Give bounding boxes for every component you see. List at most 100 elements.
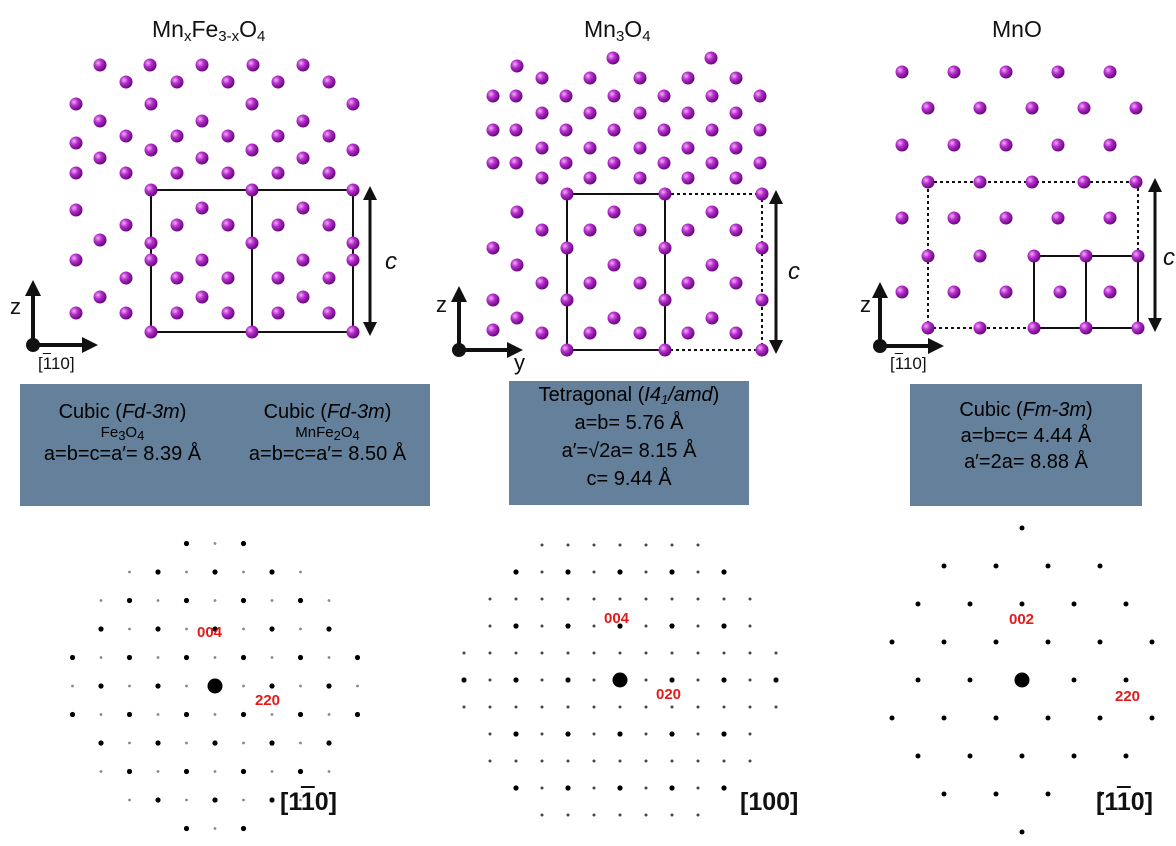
diffraction-spot <box>669 785 675 791</box>
diffraction-spot <box>126 654 133 661</box>
diffraction-spot <box>327 770 331 773</box>
atom <box>1131 321 1145 335</box>
mnfe2o4-info: Cubic (Fd-3m) MnFe2O4 a=b=c=a′= 8.50 Å <box>248 401 407 465</box>
diffraction-spot <box>326 683 332 689</box>
diffraction-spot <box>540 759 544 763</box>
diffraction-spot <box>774 705 778 709</box>
diffraction-spot <box>213 827 217 830</box>
diffraction-spot <box>617 785 623 791</box>
diffraction-spot <box>565 677 571 683</box>
diffraction-spot <box>670 651 674 655</box>
diffraction-spot <box>299 627 302 631</box>
atom <box>583 141 597 155</box>
coordinate-axes-panel3 <box>872 282 944 354</box>
diffraction-spot <box>592 651 596 655</box>
atom <box>535 71 549 85</box>
reflection-label-220-panel3: 220 <box>1115 688 1141 705</box>
z-axis-label-panel3: z <box>860 292 871 317</box>
atom <box>633 106 647 120</box>
reflection-label-004-panel2: 004 <box>604 610 630 627</box>
atom <box>895 285 909 299</box>
diffraction-spot <box>941 639 947 645</box>
atom <box>560 241 574 255</box>
diffraction-spot <box>889 715 895 721</box>
atom <box>221 75 235 89</box>
atom <box>69 166 83 180</box>
diffraction-spot <box>99 770 103 773</box>
diffraction-spot <box>644 624 648 628</box>
atom <box>271 75 285 89</box>
atom <box>510 311 524 325</box>
diffraction-spot <box>540 570 544 574</box>
diffraction-spot <box>1149 639 1155 645</box>
diffraction-spot <box>327 656 331 659</box>
atom <box>195 151 209 165</box>
coordinate-axes-panel2 <box>451 286 523 358</box>
atom <box>346 143 360 157</box>
diffraction-spot <box>696 597 700 601</box>
diffraction-spot <box>592 759 596 763</box>
atom <box>729 106 743 120</box>
diffraction-spot <box>618 597 622 601</box>
atom <box>681 171 695 185</box>
atom <box>170 166 184 180</box>
diffraction-spot <box>299 570 302 574</box>
diffraction-spot <box>696 759 700 763</box>
diffraction-spot <box>565 785 571 791</box>
diffraction-spot <box>69 654 76 661</box>
diffraction-spot <box>915 601 921 607</box>
diffraction-spot <box>327 713 331 716</box>
atom <box>170 75 184 89</box>
atom <box>753 89 767 103</box>
unit-cell-outline-mn3o4 <box>566 193 666 351</box>
diffraction-spot <box>618 651 622 655</box>
diffraction-spot <box>670 543 674 547</box>
atom <box>69 253 83 267</box>
diffraction-spot <box>941 791 947 797</box>
atom <box>559 156 573 170</box>
panel2-title: Mn3O4 <box>584 16 651 45</box>
atom <box>559 89 573 103</box>
atom <box>195 201 209 215</box>
atom <box>895 65 909 79</box>
diffraction-spot <box>514 705 518 709</box>
diffraction-spot <box>462 651 466 655</box>
diffraction-spot <box>721 677 727 683</box>
atom <box>705 89 719 103</box>
atom <box>633 141 647 155</box>
diffraction-spot <box>540 786 544 790</box>
zone-axis-label-panel1: [110] <box>280 788 337 816</box>
atom <box>271 306 285 320</box>
atom <box>657 89 671 103</box>
diffraction-spot <box>993 715 999 721</box>
diffraction-spot <box>98 683 104 689</box>
atom <box>1051 65 1065 79</box>
diffraction-spot <box>592 705 596 709</box>
atom <box>170 129 184 143</box>
diffraction-spot <box>565 569 571 575</box>
atom <box>559 123 573 137</box>
diffraction-spot <box>99 656 103 659</box>
atom <box>999 138 1013 152</box>
diffraction-spot <box>242 627 245 631</box>
diffraction-spot <box>566 759 570 763</box>
z-axis-label-panel1: z <box>10 294 21 319</box>
mno-line3: a′=2a= 8.88 Å <box>964 451 1088 473</box>
atom <box>322 166 336 180</box>
atom <box>144 183 158 197</box>
atom <box>633 171 647 185</box>
atom <box>973 249 987 263</box>
diffraction-spot <box>748 624 752 628</box>
atom <box>921 321 935 335</box>
diffraction-spot <box>213 770 217 773</box>
c-label-panel3: c <box>1163 244 1175 271</box>
diffraction-spot <box>155 626 161 632</box>
diffraction-spot <box>354 711 361 718</box>
atom <box>535 171 549 185</box>
diffraction-spot <box>644 705 648 709</box>
atom <box>704 51 718 65</box>
atom <box>729 276 743 290</box>
atom <box>245 236 259 250</box>
atom <box>681 106 695 120</box>
